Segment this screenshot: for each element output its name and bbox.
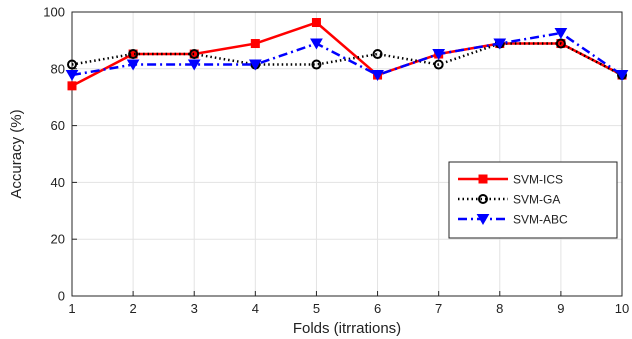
data-point: [248, 59, 262, 71]
data-point: [128, 49, 139, 60]
data-point: [67, 81, 77, 91]
y-tick-label: 60: [51, 118, 65, 133]
x-tick-label: 3: [191, 301, 198, 316]
y-tick-label: 40: [51, 175, 65, 190]
y-tick-label: 100: [43, 5, 65, 20]
data-point: [432, 49, 446, 61]
data-point: [126, 59, 140, 71]
x-tick-label: 4: [252, 301, 259, 316]
y-tick-label: 20: [51, 232, 65, 247]
series-line: [71, 31, 623, 77]
data-point: [554, 28, 568, 40]
data-point: [310, 38, 323, 50]
data-point: [187, 59, 201, 71]
x-tick-label: 9: [557, 301, 564, 316]
x-tick-label: 6: [374, 301, 381, 316]
y-tick-label: 0: [58, 289, 65, 304]
data-point: [189, 49, 200, 60]
legend-label: SVM-ICS: [513, 173, 563, 187]
x-tick-label: 5: [313, 301, 320, 316]
x-tick-label: 10: [615, 301, 629, 316]
series-layer: [65, 18, 629, 91]
data-point: [250, 39, 260, 49]
data-point: [615, 70, 629, 82]
x-tick-label: 8: [496, 301, 503, 316]
x-tick-label: 2: [129, 301, 136, 316]
x-axis-label: Folds (itrrations): [293, 320, 401, 337]
plot-frame: [71, 11, 623, 297]
legend: SVM-ICS SVM-GA SVM-ABC: [448, 161, 618, 239]
legend-label: SVM-ABC: [513, 213, 568, 227]
legend-swatch-marker: [478, 194, 488, 204]
data-point: [555, 38, 566, 49]
data-point: [311, 18, 321, 28]
legend-swatch-marker: [478, 174, 488, 184]
y-axis-label: Accuracy (%): [8, 109, 25, 198]
y-tick-label: 80: [51, 61, 65, 76]
data-point: [371, 70, 384, 82]
series-line: [71, 21, 623, 87]
data-point: [433, 59, 444, 70]
y-axis-ticks: 0 20 40 60 80 100: [43, 5, 77, 304]
legend-swatch-marker: [476, 214, 490, 225]
x-axis-ticks: 1 2 3 4 5 6 7 8 9 10: [68, 291, 629, 316]
x-tick-label: 7: [435, 301, 442, 316]
x-tick-label: 1: [68, 301, 75, 316]
data-point: [372, 49, 383, 60]
data-point: [67, 59, 77, 70]
data-point: [65, 70, 79, 82]
data-point: [493, 38, 507, 50]
plot-area: [72, 12, 622, 296]
data-point: [311, 59, 322, 70]
legend-label: SVM-GA: [513, 193, 560, 207]
series-svm-abc: [65, 28, 629, 82]
